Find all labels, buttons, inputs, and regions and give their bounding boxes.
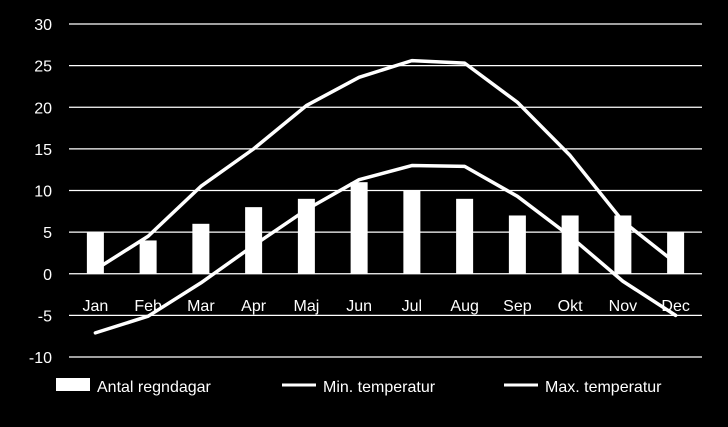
bar xyxy=(192,223,210,274)
x-tick-label: Aug xyxy=(450,298,478,315)
y-tick-label: 10 xyxy=(34,184,52,201)
bar xyxy=(297,198,315,274)
bar-series xyxy=(86,182,685,274)
y-tick-label: 25 xyxy=(34,59,52,76)
y-tick-label: 0 xyxy=(43,267,52,284)
bar xyxy=(614,215,632,274)
x-tick-label: Feb xyxy=(134,298,162,315)
legend-label-min-temp: Min. temperatur xyxy=(323,379,436,396)
bar xyxy=(667,232,685,274)
bar xyxy=(139,240,157,274)
legend-swatch-rain-days xyxy=(56,378,90,391)
x-tick-label: Apr xyxy=(241,298,267,315)
x-tick-label: Maj xyxy=(293,298,319,315)
x-tick-label: Mar xyxy=(187,298,215,315)
legend: Antal regndagar Min. temperatur Max. tem… xyxy=(56,378,662,396)
x-tick-label: Okt xyxy=(558,298,583,315)
bar xyxy=(350,182,368,274)
bar xyxy=(561,215,579,274)
gridlines xyxy=(69,23,702,358)
y-tick-label: 30 xyxy=(34,17,52,34)
y-tick-label: 20 xyxy=(34,100,52,117)
y-axis-tick-labels: -10 -5 0 5 10 15 20 25 30 xyxy=(29,17,52,367)
bar xyxy=(508,215,526,274)
bar xyxy=(245,207,263,274)
x-axis-tick-labels: Jan Feb Mar Apr Maj Jun Jul Aug Sep Okt Nov Dec xyxy=(82,298,689,315)
x-tick-label: Sep xyxy=(503,298,532,315)
y-tick-label: -5 xyxy=(38,308,52,325)
series-line xyxy=(93,163,678,335)
legend-label-rain-days: Antal regndagar xyxy=(97,379,212,396)
bar xyxy=(86,232,104,274)
x-tick-label: Jul xyxy=(402,298,422,315)
x-tick-label: Jun xyxy=(346,298,372,315)
x-tick-label: Nov xyxy=(609,298,637,315)
legend-label-max-temp: Max. temperatur xyxy=(545,379,662,396)
y-tick-label: -10 xyxy=(29,350,52,367)
y-tick-label: 15 xyxy=(34,142,52,159)
x-tick-label: Dec xyxy=(661,298,689,315)
line-series xyxy=(93,58,678,335)
bar xyxy=(456,198,474,274)
x-tick-label: Jan xyxy=(82,298,108,315)
series-line xyxy=(93,58,678,272)
bar xyxy=(403,190,421,274)
y-tick-label: 5 xyxy=(43,225,52,242)
